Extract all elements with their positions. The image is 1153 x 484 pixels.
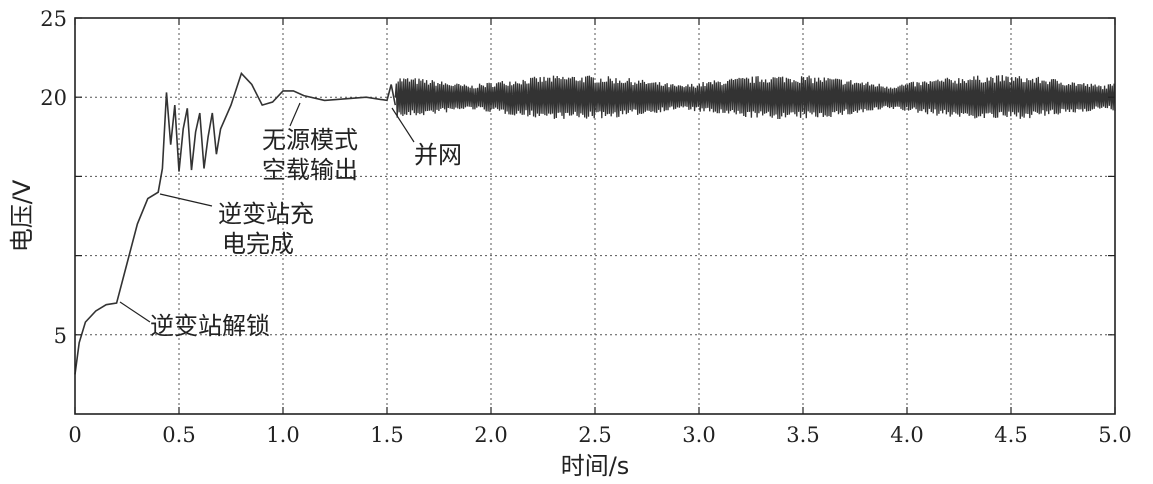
annotation-text: 并网 <box>414 141 462 169</box>
y-tick-label: 5 <box>54 324 67 348</box>
annotation-leader-1 <box>160 194 212 206</box>
x-tick-label: 4.0 <box>890 423 923 447</box>
x-tick-label: 3.0 <box>682 423 715 447</box>
x-axis-label: 时间/s <box>561 452 630 480</box>
y-tick-label: 20 <box>40 86 67 110</box>
x-tick-label: 1.5 <box>370 423 403 447</box>
series-oscillation-0 <box>395 75 1115 119</box>
annotation-text: 空载输出 <box>262 156 358 184</box>
y-axis-label: 电压/V <box>8 179 36 252</box>
x-tick-label: 0.5 <box>162 423 195 447</box>
x-tick-label: 5.0 <box>1098 423 1131 447</box>
x-tick-label: 4.5 <box>994 423 1027 447</box>
annotation-text: 逆变站解锁 <box>150 312 270 340</box>
tick-marks: 0 0.5 1.0 1.5 2.0 2.5 3.0 3.5 4.0 4.5 5.0 5 20 25 <box>40 7 1131 447</box>
annotation-text: 无源模式 <box>262 126 358 154</box>
x-tick-label: 2.0 <box>474 423 507 447</box>
x-tick-label: 3.5 <box>786 423 819 447</box>
x-tick-label: 0 <box>68 423 81 447</box>
y-tick-label: 25 <box>40 7 67 31</box>
annotation-leader-0 <box>120 302 150 322</box>
x-tick-label: 2.5 <box>578 423 611 447</box>
annotation-text: 电完成 <box>222 230 294 258</box>
x-tick-label: 1.0 <box>266 423 299 447</box>
annotation-text: 逆变站充 <box>218 200 314 228</box>
annotation-leader-2 <box>290 103 300 126</box>
